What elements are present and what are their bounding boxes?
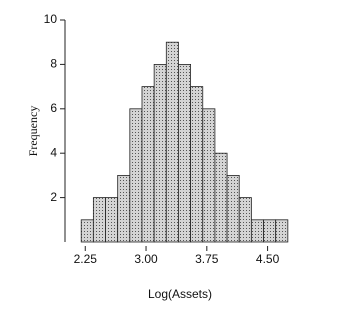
bar <box>190 86 204 243</box>
x-tick-label: 3.00 <box>134 252 158 266</box>
bar <box>153 64 167 243</box>
bar <box>202 108 216 243</box>
bar <box>263 219 277 243</box>
bar <box>178 64 192 243</box>
x-tick-label: 4.50 <box>256 252 280 266</box>
y-tick-label: 8 <box>50 57 57 71</box>
bar <box>117 174 131 243</box>
bar <box>80 219 94 243</box>
y-axis-label: Frequency <box>26 106 40 157</box>
x-axis-label: Log(Assets) <box>148 287 212 301</box>
y-tick-label: 10 <box>44 12 58 26</box>
bar <box>214 152 228 243</box>
bar <box>141 86 155 243</box>
x-tick-label: 2.25 <box>74 252 98 266</box>
bar <box>226 174 240 243</box>
bar <box>165 41 179 243</box>
bar <box>238 197 252 243</box>
y-tick-label: 4 <box>50 145 57 159</box>
y-tick-label: 2 <box>50 190 57 204</box>
bar <box>275 219 289 243</box>
bar <box>92 197 106 243</box>
x-tick-label: 3.75 <box>195 252 219 266</box>
bar <box>105 197 119 243</box>
y-tick-label: 6 <box>50 101 57 115</box>
bar <box>250 219 264 243</box>
bar <box>129 108 143 243</box>
